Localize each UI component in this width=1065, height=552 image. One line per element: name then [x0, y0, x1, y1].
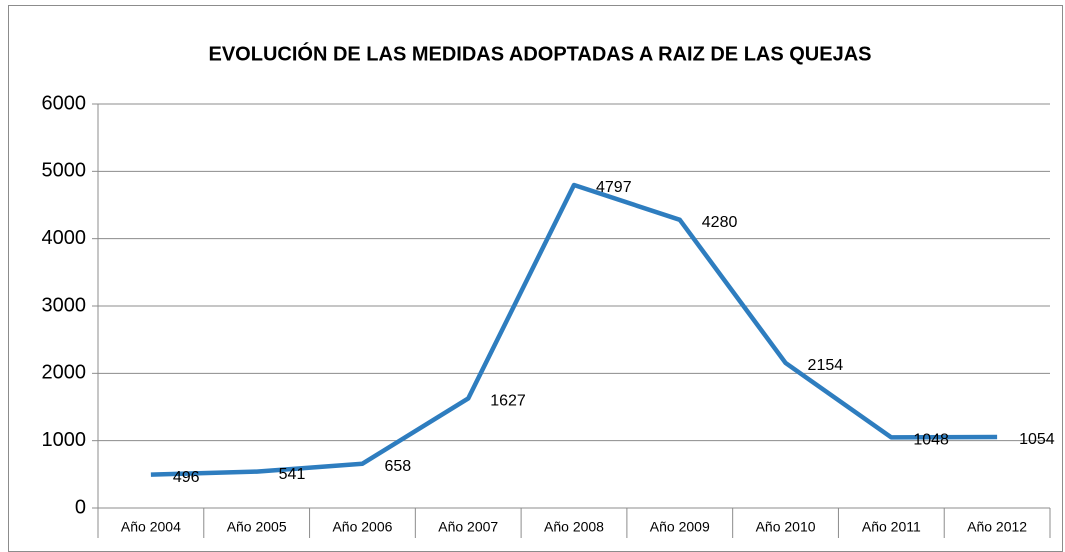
x-tick-label: Año 2012: [967, 519, 1027, 535]
y-tick-label: 1000: [42, 429, 87, 451]
x-tick-label: Año 2010: [756, 519, 816, 535]
y-tick-label: 3000: [42, 294, 87, 316]
data-line: [150, 182, 998, 477]
data-label: 4797: [596, 179, 632, 196]
y-tick-label: 4000: [42, 227, 87, 249]
x-tick-label: Año 2009: [650, 519, 710, 535]
y-tick-label: 6000: [42, 92, 87, 114]
data-label: 1627: [490, 393, 526, 410]
y-tick-label: 0: [75, 496, 86, 518]
data-label: 2154: [808, 357, 844, 374]
x-tick-label: Año 2004: [121, 519, 181, 535]
data-label: 658: [384, 458, 411, 475]
data-label: 4280: [702, 214, 738, 231]
x-tick-label: Año 2005: [227, 519, 287, 535]
x-tick-label: Año 2006: [332, 519, 392, 535]
data-label: 1054: [1019, 431, 1055, 448]
chart-title: EVOLUCIÓN DE LAS MEDIDAS ADOPTADAS A RAI…: [208, 41, 871, 65]
x-tick-label: Año 2007: [438, 519, 498, 535]
x-tick-label: Año 2011: [862, 519, 921, 535]
y-tick-label: 5000: [42, 160, 87, 182]
chart-border: [8, 5, 1063, 552]
data-label: 1048: [913, 432, 949, 449]
y-tick-label: 2000: [42, 362, 87, 384]
data-label: 496: [173, 469, 200, 486]
x-tick-label: Año 2008: [544, 519, 604, 535]
data-label: 541: [279, 466, 306, 483]
